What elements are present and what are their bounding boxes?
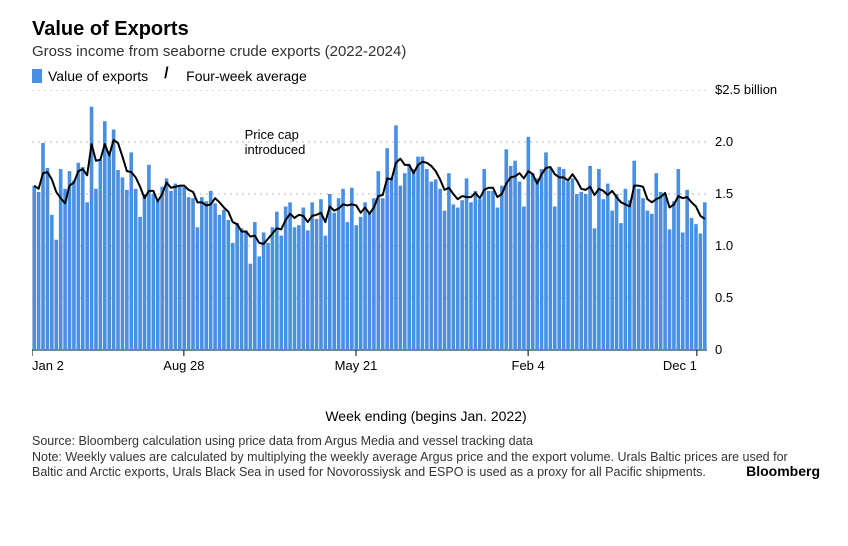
legend-bar-label: Value of exports	[48, 68, 148, 84]
chart-title: Value of Exports	[32, 18, 820, 41]
x-tick-label: Jan 2	[32, 358, 64, 373]
annotation-price-cap: Price capintroduced	[245, 128, 306, 158]
legend-item-line: Four-week average	[162, 68, 307, 84]
chart-svg	[32, 90, 707, 358]
note-text: Note: Weekly values are calculated by mu…	[32, 450, 820, 481]
x-tick-label: Feb 4	[512, 358, 545, 373]
chart-footer: Source: Bloomberg calculation using pric…	[32, 434, 820, 481]
legend-swatch-line	[162, 75, 180, 78]
y-tick-label: 0.5	[715, 290, 733, 305]
legend-item-bars: Value of exports	[32, 68, 148, 84]
attribution: Bloomberg	[746, 463, 820, 481]
chart-area: 00.51.01.52.0$2.5 billion Jan 2Aug 28May…	[32, 90, 820, 380]
y-tick-label: 0	[715, 342, 722, 357]
legend-line-label: Four-week average	[186, 68, 307, 84]
x-tick-label: Aug 28	[163, 358, 204, 373]
y-tick-label: 2.0	[715, 134, 733, 149]
x-tick-label: May 21	[335, 358, 378, 373]
chart-subtitle: Gross income from seaborne crude exports…	[32, 43, 820, 60]
y-tick-label: 1.0	[715, 238, 733, 253]
legend: Value of exports Four-week average	[32, 68, 820, 84]
source-text: Source: Bloomberg calculation using pric…	[32, 434, 820, 450]
x-tick-label: Dec 1	[663, 358, 697, 373]
y-tick-label: 1.5	[715, 186, 733, 201]
y-tick-label: $2.5 billion	[715, 82, 777, 97]
legend-swatch-bar	[32, 69, 42, 83]
x-axis-title: Week ending (begins Jan. 2022)	[32, 408, 820, 424]
